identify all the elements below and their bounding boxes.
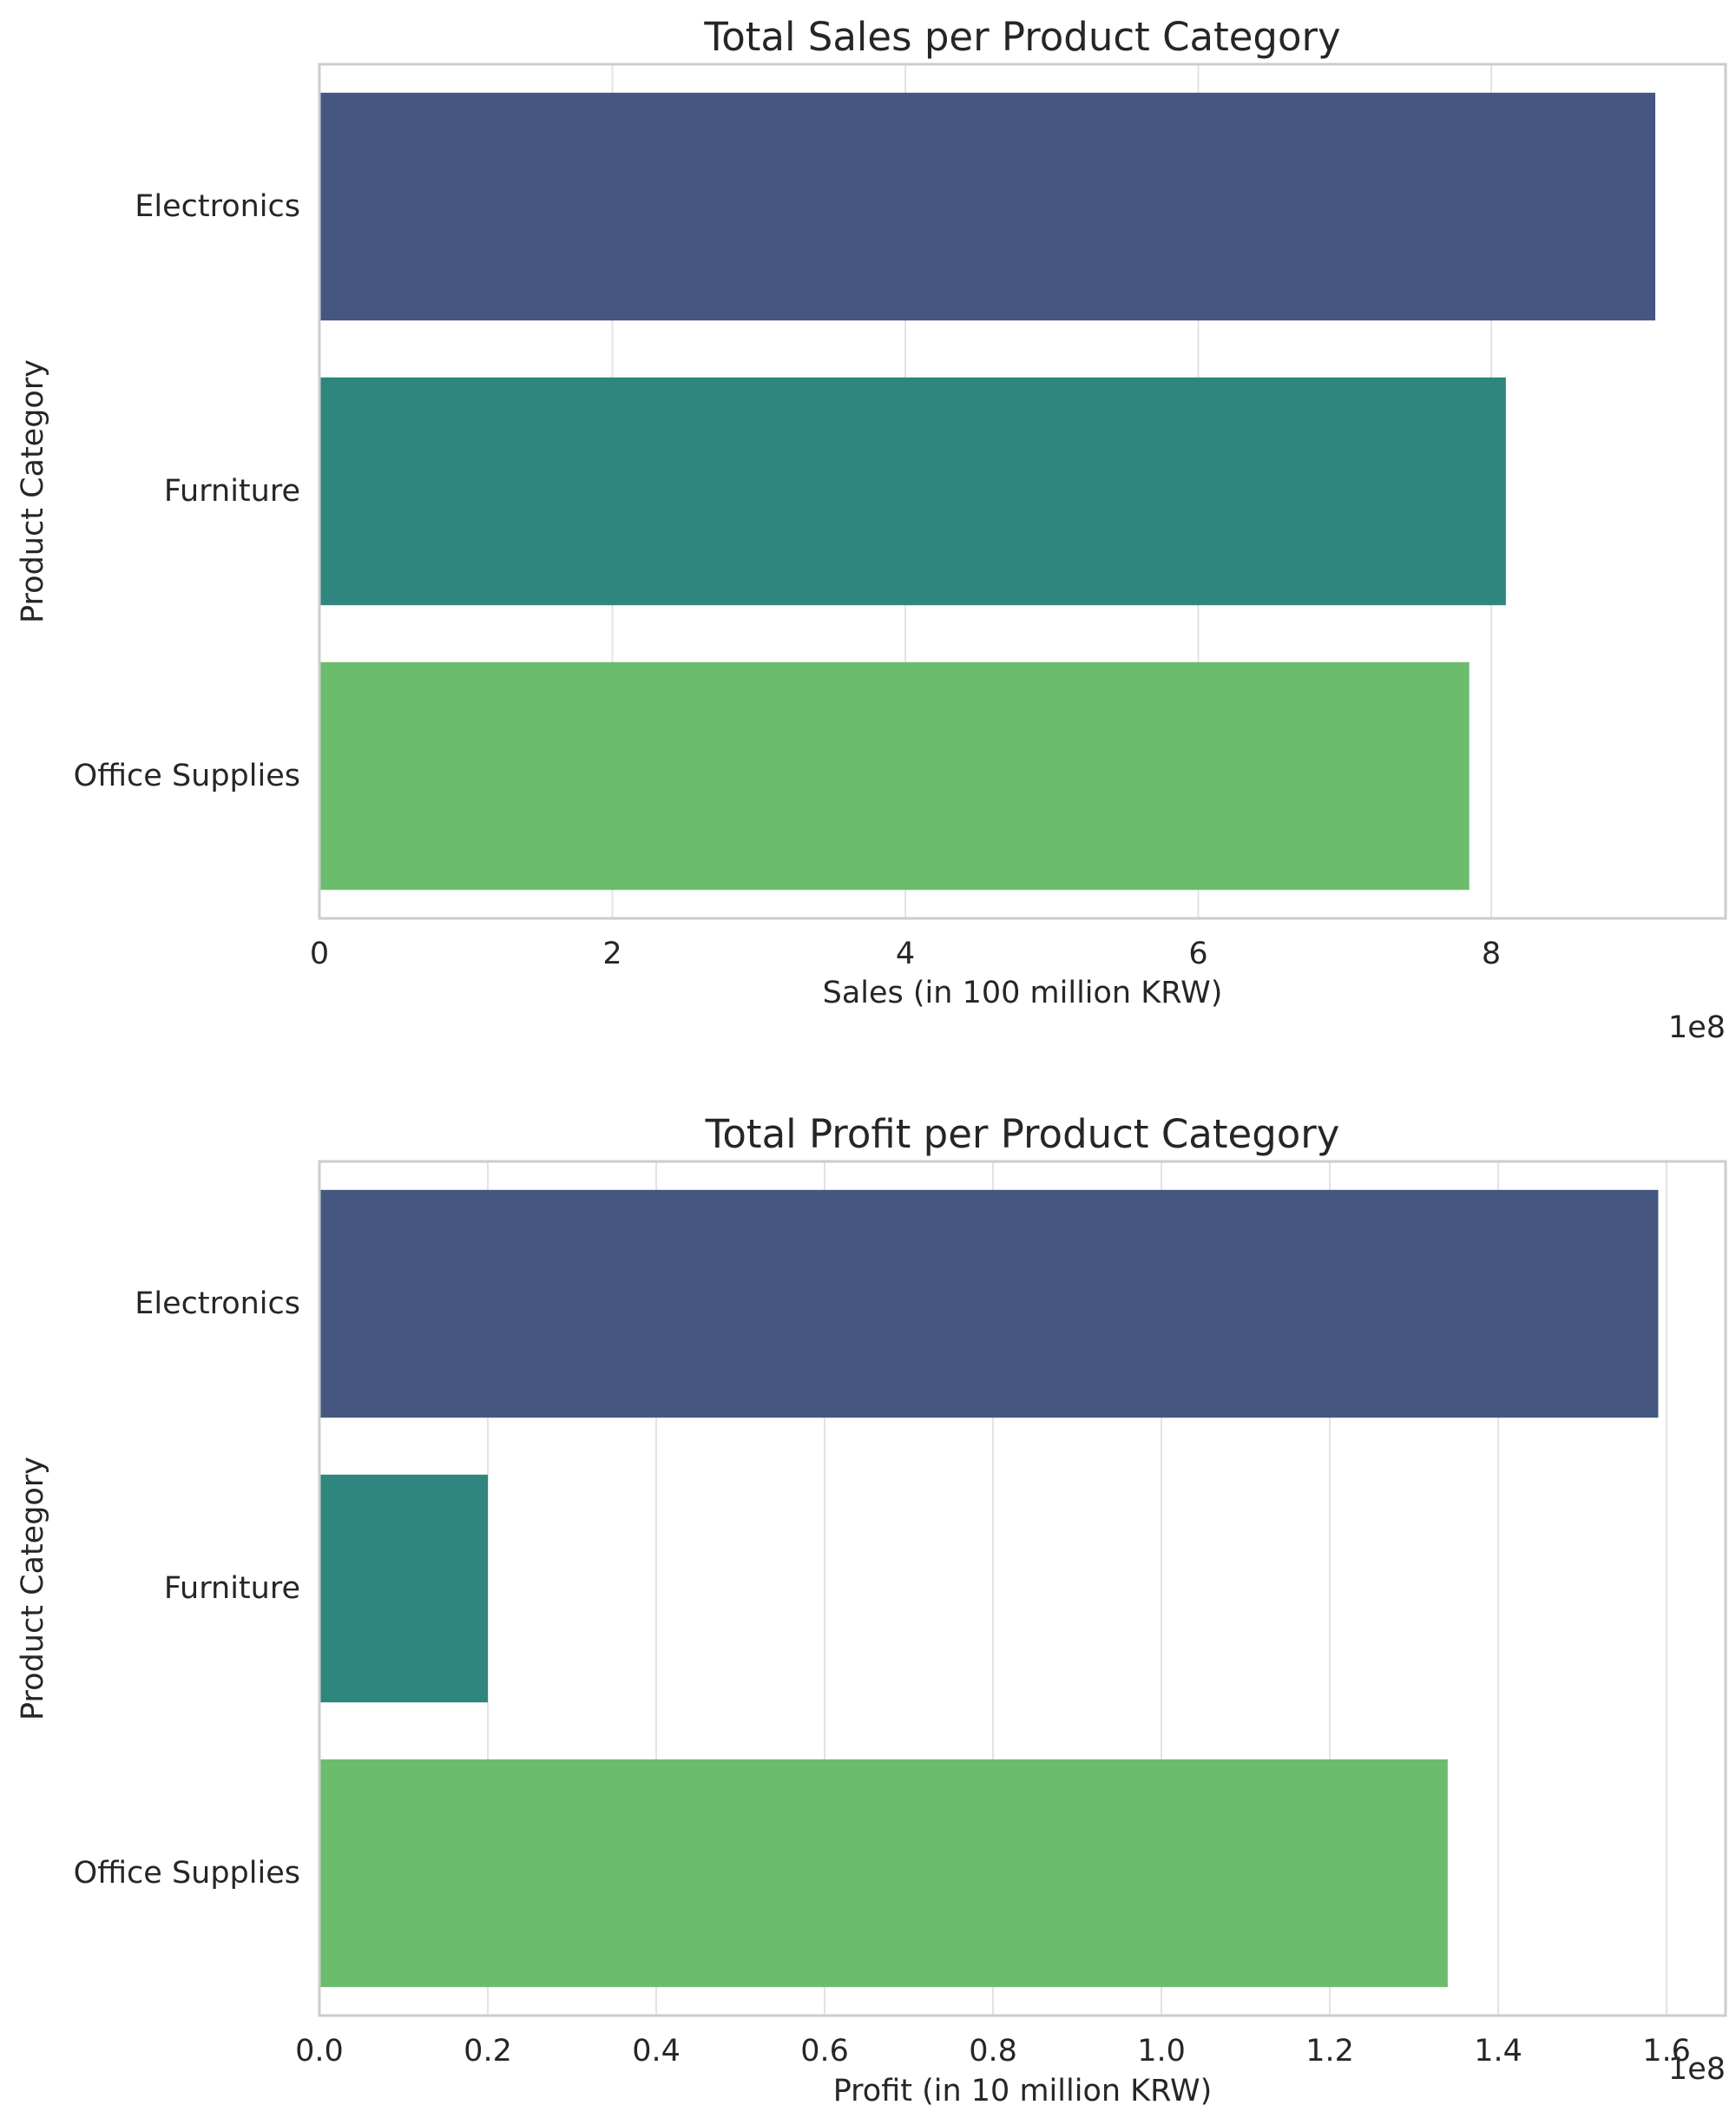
plot-frame <box>318 62 1727 920</box>
plot-frame <box>318 1160 1727 2017</box>
x-axis-label: Profit (in 10 million KRW) <box>833 2074 1213 2108</box>
x-axis-label: Sales (in 100 million KRW) <box>823 976 1223 1010</box>
x-tick-label: 0.8 <box>969 2034 1017 2069</box>
y-tick-label: Furniture <box>164 1571 300 1606</box>
x-tick-label: 0.6 <box>800 2034 849 2069</box>
y-axis-label: Product Category <box>16 359 50 623</box>
x-offset-label: 1e8 <box>1668 2052 1726 2087</box>
y-axis-label: Product Category <box>16 1457 50 1720</box>
chart-title: Total Profit per Product Category <box>705 1111 1340 1157</box>
x-tick-label: 4 <box>896 937 915 971</box>
bar-electronics <box>319 92 1655 321</box>
y-tick-label: Electronics <box>135 189 300 224</box>
chart-title: Total Sales per Product Category <box>703 14 1340 60</box>
x-tick-label: 6 <box>1188 937 1207 971</box>
x-tick-label: 1.6 <box>1642 2034 1691 2069</box>
x-tick-label: 8 <box>1482 937 1501 971</box>
bar-office-supplies <box>319 661 1470 891</box>
bar-office-supplies <box>319 1759 1448 1988</box>
x-tick-label: 1.4 <box>1474 2034 1522 2069</box>
x-offset-label: 1e8 <box>1668 1010 1726 1045</box>
bar-furniture <box>319 1474 489 1703</box>
bar-electronics <box>319 1189 1659 1418</box>
x-tick-label: 1.0 <box>1137 2034 1186 2069</box>
y-tick-label: Electronics <box>135 1286 300 1321</box>
bar-furniture <box>319 377 1506 606</box>
x-tick-label: 2 <box>602 937 621 971</box>
chart-2: Electronics Furniture Office Supplies 0.0 0.… <box>16 1111 1727 2108</box>
x-tick-label: 0.2 <box>464 2034 512 2069</box>
y-tick-label: Furniture <box>164 474 300 509</box>
x-tick-label: 0 <box>310 937 329 971</box>
y-tick-label: Office Supplies <box>74 759 300 793</box>
x-tick-label: 0.0 <box>295 2034 344 2069</box>
x-tick-label: 1.2 <box>1305 2034 1354 2069</box>
chart-1: Electronics Furniture Office Supplies 0 2 4 6 8… <box>16 14 1727 1045</box>
y-tick-label: Office Supplies <box>74 1856 300 1891</box>
x-tick-label: 0.4 <box>632 2034 681 2069</box>
